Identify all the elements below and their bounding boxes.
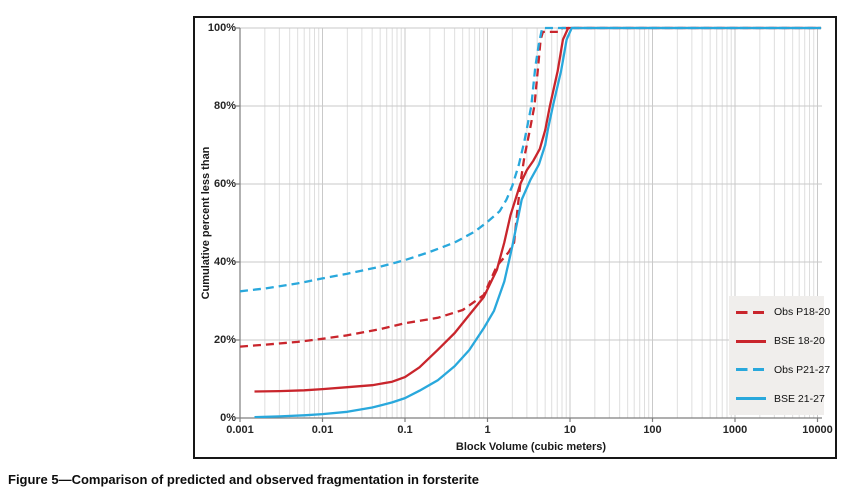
axis-lines xyxy=(236,27,822,422)
series-bse-18-20 xyxy=(254,26,821,393)
legend-label: Obs P21-27 xyxy=(774,363,831,376)
x-tick-label: 1 xyxy=(484,424,491,436)
y-tick-label: 40% xyxy=(213,256,236,268)
x-tick-label: 10000 xyxy=(802,424,833,436)
legend-label: Obs P18-20 xyxy=(774,306,831,319)
plot-area xyxy=(240,28,822,418)
y-tick-label: 20% xyxy=(213,334,236,346)
legend-item-bse-18-20: BSE 18-20 xyxy=(736,329,825,353)
y-tick-label: 100% xyxy=(207,22,236,34)
legend-item-bse-21-27: BSE 21-27 xyxy=(736,387,825,411)
legend-swatch-cyan-dashed xyxy=(736,368,766,372)
x-tick-label: 10 xyxy=(563,424,577,436)
legend-label: BSE 18-20 xyxy=(774,335,825,348)
x-tick-label: 0.1 xyxy=(397,424,413,436)
y-tick-label: 0% xyxy=(220,412,236,424)
x-tick-label: 0.001 xyxy=(226,424,254,436)
x-tick-label: 1000 xyxy=(722,424,748,436)
x-tick-label: 100 xyxy=(643,424,662,436)
legend-swatch-red-dashed xyxy=(736,310,766,314)
legend-item-obs-p21-27: Obs P21-27 xyxy=(736,358,830,382)
y-axis-title: Cumulative percent less than xyxy=(200,146,212,300)
series-bse-21-27 xyxy=(254,26,821,418)
chart-legend: Obs P18-20 BSE 18-20 Obs P21-27 BSE 21-2… xyxy=(729,296,830,415)
legend-swatch-red-solid xyxy=(736,339,766,343)
y-tick-label: 80% xyxy=(213,100,236,112)
x-axis-title: Block Volume (cubic meters) xyxy=(455,441,607,453)
legend-label: BSE 21-27 xyxy=(774,392,825,405)
x-tick-label: 0.01 xyxy=(311,424,334,436)
legend-swatch-cyan-solid xyxy=(736,397,766,401)
y-tick-label: 60% xyxy=(213,178,236,190)
legend-item-obs-p18-20: Obs P18-20 xyxy=(736,300,830,324)
series-obs-p21-27 xyxy=(240,26,821,293)
figure-caption: Figure 5—Comparison of predicted and obs… xyxy=(8,472,479,487)
